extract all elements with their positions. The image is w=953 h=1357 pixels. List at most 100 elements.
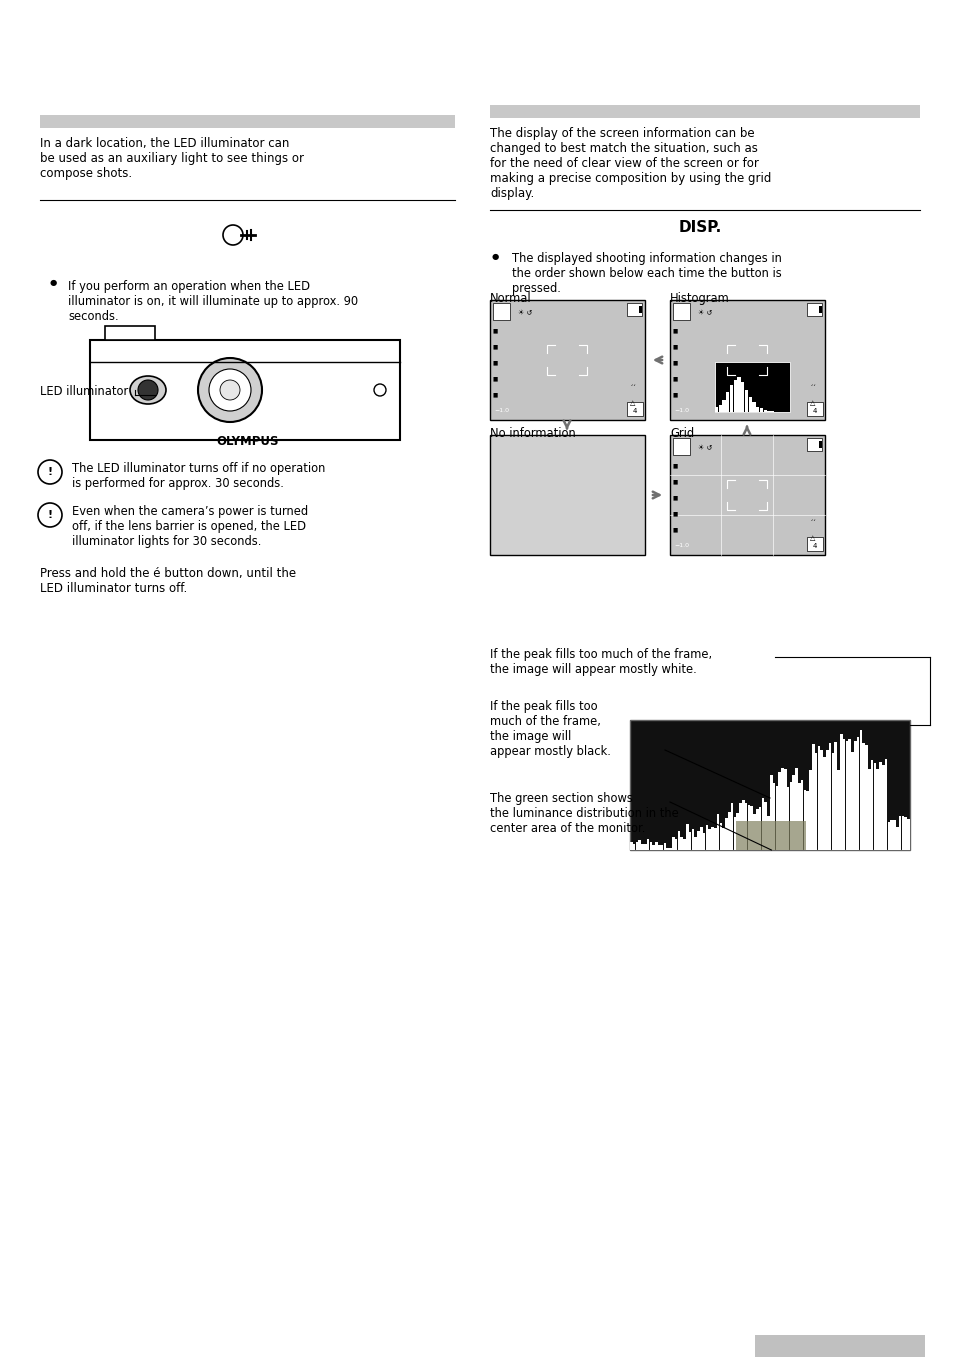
Bar — [772, 783, 775, 849]
Bar — [643, 844, 646, 849]
Text: OLYMPUS: OLYMPUS — [216, 436, 279, 448]
Bar — [640, 844, 643, 849]
Text: −1.0: −1.0 — [494, 408, 509, 413]
Bar — [725, 392, 729, 413]
Bar — [795, 768, 797, 849]
Bar — [724, 818, 727, 849]
Bar — [862, 742, 864, 849]
Bar — [626, 402, 642, 417]
Bar — [739, 803, 741, 849]
Bar — [638, 840, 640, 849]
Bar — [753, 814, 755, 849]
Bar — [783, 769, 786, 849]
Bar — [666, 848, 668, 849]
Bar — [864, 745, 867, 849]
Text: Normal: Normal — [490, 292, 531, 305]
Text: !: ! — [48, 467, 52, 478]
Bar — [708, 829, 710, 849]
Bar — [818, 305, 821, 313]
Bar — [811, 744, 814, 849]
Bar — [859, 730, 862, 849]
Bar — [677, 832, 679, 849]
Bar — [710, 826, 713, 849]
Bar — [822, 757, 825, 849]
Bar — [719, 824, 721, 849]
Bar — [847, 740, 850, 849]
Bar — [740, 383, 743, 413]
Text: ■: ■ — [672, 479, 678, 484]
Bar — [802, 790, 805, 849]
Bar — [814, 753, 817, 849]
Bar — [841, 740, 844, 849]
Bar — [490, 436, 644, 555]
Bar — [663, 843, 665, 849]
Bar — [672, 303, 689, 320]
Bar — [744, 803, 746, 849]
Text: ´´: ´´ — [809, 520, 816, 527]
Bar — [490, 104, 919, 118]
Bar — [741, 799, 743, 849]
Bar — [883, 759, 886, 849]
Ellipse shape — [130, 376, 166, 404]
Bar — [668, 848, 671, 849]
Circle shape — [38, 503, 62, 527]
Bar — [792, 775, 794, 849]
Text: ☀ ↺: ☀ ↺ — [698, 309, 712, 316]
Text: ☀ ↺: ☀ ↺ — [698, 445, 712, 451]
Circle shape — [198, 358, 262, 422]
Text: −1.0: −1.0 — [673, 408, 688, 413]
Bar — [671, 837, 674, 849]
Bar — [806, 303, 821, 316]
Bar — [806, 438, 821, 451]
Bar — [750, 806, 752, 849]
Text: LED illuminator: LED illuminator — [40, 385, 128, 398]
Bar — [756, 407, 759, 413]
Bar — [635, 841, 638, 849]
Text: DISP.: DISP. — [678, 220, 720, 235]
Circle shape — [220, 380, 240, 400]
Bar — [856, 737, 859, 849]
Bar — [727, 813, 730, 849]
Bar — [694, 837, 697, 849]
Bar — [105, 326, 154, 341]
Bar — [760, 798, 763, 849]
Bar — [672, 438, 689, 455]
Bar — [721, 399, 725, 413]
Text: ´´: ´´ — [629, 385, 636, 391]
Bar — [901, 816, 903, 849]
Text: ●: ● — [50, 278, 57, 286]
Bar — [737, 377, 740, 413]
Bar — [806, 402, 822, 417]
Bar — [876, 769, 878, 849]
Bar — [758, 807, 760, 849]
Bar — [752, 402, 755, 413]
Bar — [870, 760, 872, 849]
Bar — [733, 817, 736, 849]
Bar — [898, 816, 901, 849]
Bar — [808, 769, 811, 849]
Text: If you perform an operation when the LED
illuminator is on, it will illuminate u: If you perform an operation when the LED… — [68, 280, 357, 323]
Bar — [755, 809, 758, 849]
Text: If the peak fills too much of the frame,
the image will appear mostly white.: If the peak fills too much of the frame,… — [490, 649, 711, 676]
Text: ■: ■ — [672, 463, 678, 468]
Bar — [844, 741, 847, 849]
Text: ■: ■ — [493, 360, 497, 365]
Bar — [789, 782, 791, 849]
Bar — [895, 826, 898, 849]
Bar — [853, 741, 856, 849]
Circle shape — [223, 225, 243, 246]
Text: ■: ■ — [672, 345, 678, 349]
Text: ☀ ↺: ☀ ↺ — [517, 309, 532, 316]
Bar — [718, 404, 721, 413]
Bar — [721, 828, 724, 849]
Text: ´´: ´´ — [809, 385, 816, 391]
Text: The LED illuminator turns off if no operation
is performed for approx. 30 second: The LED illuminator turns off if no oper… — [71, 461, 325, 490]
Bar — [733, 380, 736, 413]
Bar — [906, 820, 909, 849]
Bar — [674, 839, 677, 849]
Bar — [679, 837, 682, 849]
Bar — [691, 829, 694, 849]
Text: 4: 4 — [632, 408, 637, 414]
Text: ■: ■ — [672, 376, 678, 381]
Bar — [736, 821, 805, 849]
